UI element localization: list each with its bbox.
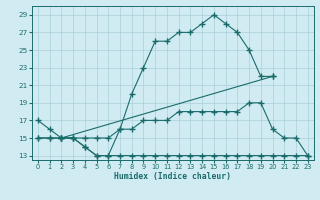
X-axis label: Humidex (Indice chaleur): Humidex (Indice chaleur) [114,172,231,181]
